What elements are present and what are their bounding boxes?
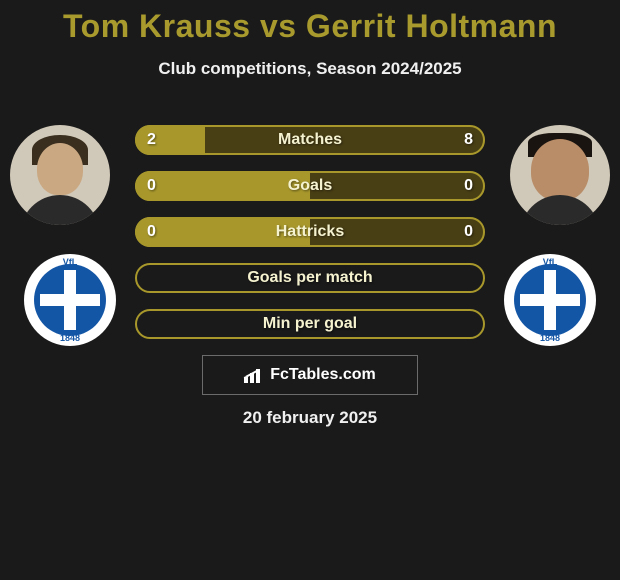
stat-bar-row: 2 8 Matches	[135, 125, 485, 155]
player2-avatar	[510, 125, 610, 225]
branding-text: FcTables.com	[270, 366, 376, 384]
stat-label: Min per goal	[263, 315, 357, 333]
player2-club-badge: VfL 1848	[500, 250, 600, 350]
stat-label: Goals	[288, 177, 332, 195]
stat-value-right: 0	[464, 177, 473, 195]
bar-fill-right	[310, 171, 485, 201]
date-text: 20 february 2025	[0, 408, 620, 428]
stat-value-left: 0	[147, 177, 156, 195]
stat-bar-row: Goals per match	[135, 263, 485, 293]
bar-fill-right	[205, 125, 485, 155]
player1-club-badge: VfL 1848	[20, 250, 120, 350]
comparison-card: Tom Krauss vs Gerrit Holtmann Club compe…	[0, 0, 620, 450]
stat-value-left: 2	[147, 131, 156, 149]
avatar-head	[37, 143, 83, 195]
vs-separator: vs	[260, 8, 297, 44]
fctables-logo-icon	[244, 367, 264, 383]
badge-cross-icon	[34, 264, 106, 336]
subtitle: Club competitions, Season 2024/2025	[0, 59, 620, 79]
stat-bars: 2 8 Matches 0 0 Goals 0 0 Hattricks Goals per mat…	[135, 125, 485, 355]
avatar-shoulders	[20, 195, 100, 225]
bar-fill-left	[135, 125, 205, 155]
stat-bar-row: Min per goal	[135, 309, 485, 339]
stat-bar-row: 0 0 Goals	[135, 171, 485, 201]
stat-value-right: 8	[464, 131, 473, 149]
page-title: Tom Krauss vs Gerrit Holtmann	[0, 0, 620, 45]
avatar-head	[531, 139, 589, 201]
stat-label: Goals per match	[247, 269, 372, 287]
stat-value-right: 0	[464, 223, 473, 241]
club-year: 1848	[504, 333, 596, 343]
branding-box: FcTables.com	[202, 355, 418, 395]
stat-value-left: 0	[147, 223, 156, 241]
player2-name: Gerrit Holtmann	[306, 8, 557, 44]
player1-avatar	[10, 125, 110, 225]
avatar-shoulders	[520, 195, 600, 225]
bochum-badge-icon: VfL 1848	[504, 254, 596, 346]
bar-fill-left	[135, 171, 310, 201]
player1-name: Tom Krauss	[63, 8, 251, 44]
bochum-badge-icon: VfL 1848	[24, 254, 116, 346]
club-year: 1848	[24, 333, 116, 343]
stat-label: Hattricks	[276, 223, 344, 241]
stat-label: Matches	[278, 131, 342, 149]
badge-cross-icon	[514, 264, 586, 336]
stat-bar-row: 0 0 Hattricks	[135, 217, 485, 247]
